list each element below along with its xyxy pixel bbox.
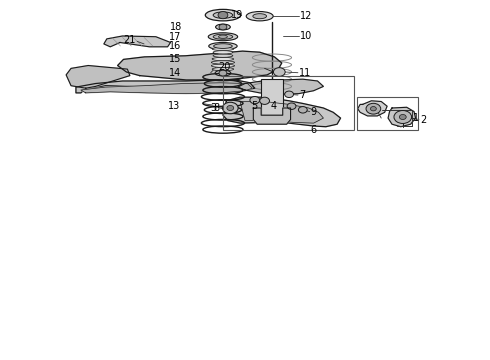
Text: 21: 21 bbox=[123, 35, 136, 45]
Circle shape bbox=[250, 96, 260, 104]
Circle shape bbox=[366, 103, 381, 114]
Bar bbox=[357, 97, 418, 130]
Circle shape bbox=[285, 91, 294, 98]
Ellipse shape bbox=[212, 68, 234, 71]
Ellipse shape bbox=[213, 54, 233, 57]
Text: 7: 7 bbox=[299, 90, 305, 100]
Ellipse shape bbox=[214, 44, 232, 49]
Text: 13: 13 bbox=[168, 101, 180, 111]
Ellipse shape bbox=[213, 12, 233, 18]
Ellipse shape bbox=[211, 61, 235, 64]
Ellipse shape bbox=[212, 57, 234, 60]
Text: 6: 6 bbox=[311, 125, 317, 135]
Circle shape bbox=[370, 107, 376, 111]
Circle shape bbox=[219, 24, 227, 30]
Circle shape bbox=[219, 70, 227, 76]
Text: 15: 15 bbox=[169, 54, 181, 64]
Polygon shape bbox=[253, 108, 291, 124]
Circle shape bbox=[222, 102, 238, 114]
Circle shape bbox=[399, 114, 406, 120]
Polygon shape bbox=[118, 51, 282, 80]
Polygon shape bbox=[104, 36, 171, 47]
Polygon shape bbox=[238, 79, 323, 94]
Ellipse shape bbox=[213, 51, 233, 54]
Text: 3: 3 bbox=[211, 103, 217, 113]
Text: 10: 10 bbox=[300, 31, 313, 41]
Circle shape bbox=[218, 12, 228, 19]
Ellipse shape bbox=[208, 33, 238, 41]
Text: 12: 12 bbox=[300, 11, 313, 21]
Text: 14: 14 bbox=[169, 68, 181, 78]
Text: 17: 17 bbox=[169, 32, 181, 42]
Circle shape bbox=[287, 103, 296, 109]
Polygon shape bbox=[240, 102, 323, 123]
Ellipse shape bbox=[213, 34, 233, 39]
Bar bbox=[223, 76, 354, 130]
Ellipse shape bbox=[246, 12, 273, 21]
Polygon shape bbox=[223, 97, 341, 127]
Text: 2: 2 bbox=[420, 114, 426, 125]
Text: 8: 8 bbox=[213, 103, 219, 113]
Ellipse shape bbox=[211, 64, 235, 67]
Polygon shape bbox=[66, 66, 130, 88]
Text: 4: 4 bbox=[270, 101, 277, 111]
Circle shape bbox=[273, 68, 285, 76]
Ellipse shape bbox=[209, 42, 237, 50]
Polygon shape bbox=[388, 107, 416, 127]
Circle shape bbox=[227, 105, 234, 111]
Text: 1: 1 bbox=[413, 113, 419, 123]
Polygon shape bbox=[76, 80, 255, 93]
Ellipse shape bbox=[253, 14, 267, 19]
Bar bbox=[261, 79, 283, 115]
Text: 9: 9 bbox=[311, 107, 317, 117]
Text: 11: 11 bbox=[299, 68, 311, 78]
Ellipse shape bbox=[205, 9, 241, 21]
Ellipse shape bbox=[219, 35, 227, 39]
Polygon shape bbox=[81, 83, 252, 94]
Text: 18: 18 bbox=[170, 22, 182, 32]
Text: 16: 16 bbox=[169, 41, 181, 51]
Ellipse shape bbox=[216, 24, 230, 30]
Ellipse shape bbox=[212, 48, 234, 51]
Text: 19: 19 bbox=[231, 10, 244, 20]
Ellipse shape bbox=[215, 70, 231, 76]
Text: 20: 20 bbox=[218, 62, 230, 72]
Circle shape bbox=[394, 111, 412, 123]
Polygon shape bbox=[358, 101, 387, 116]
Circle shape bbox=[298, 107, 307, 113]
Circle shape bbox=[260, 97, 270, 104]
Text: 5: 5 bbox=[252, 101, 258, 111]
